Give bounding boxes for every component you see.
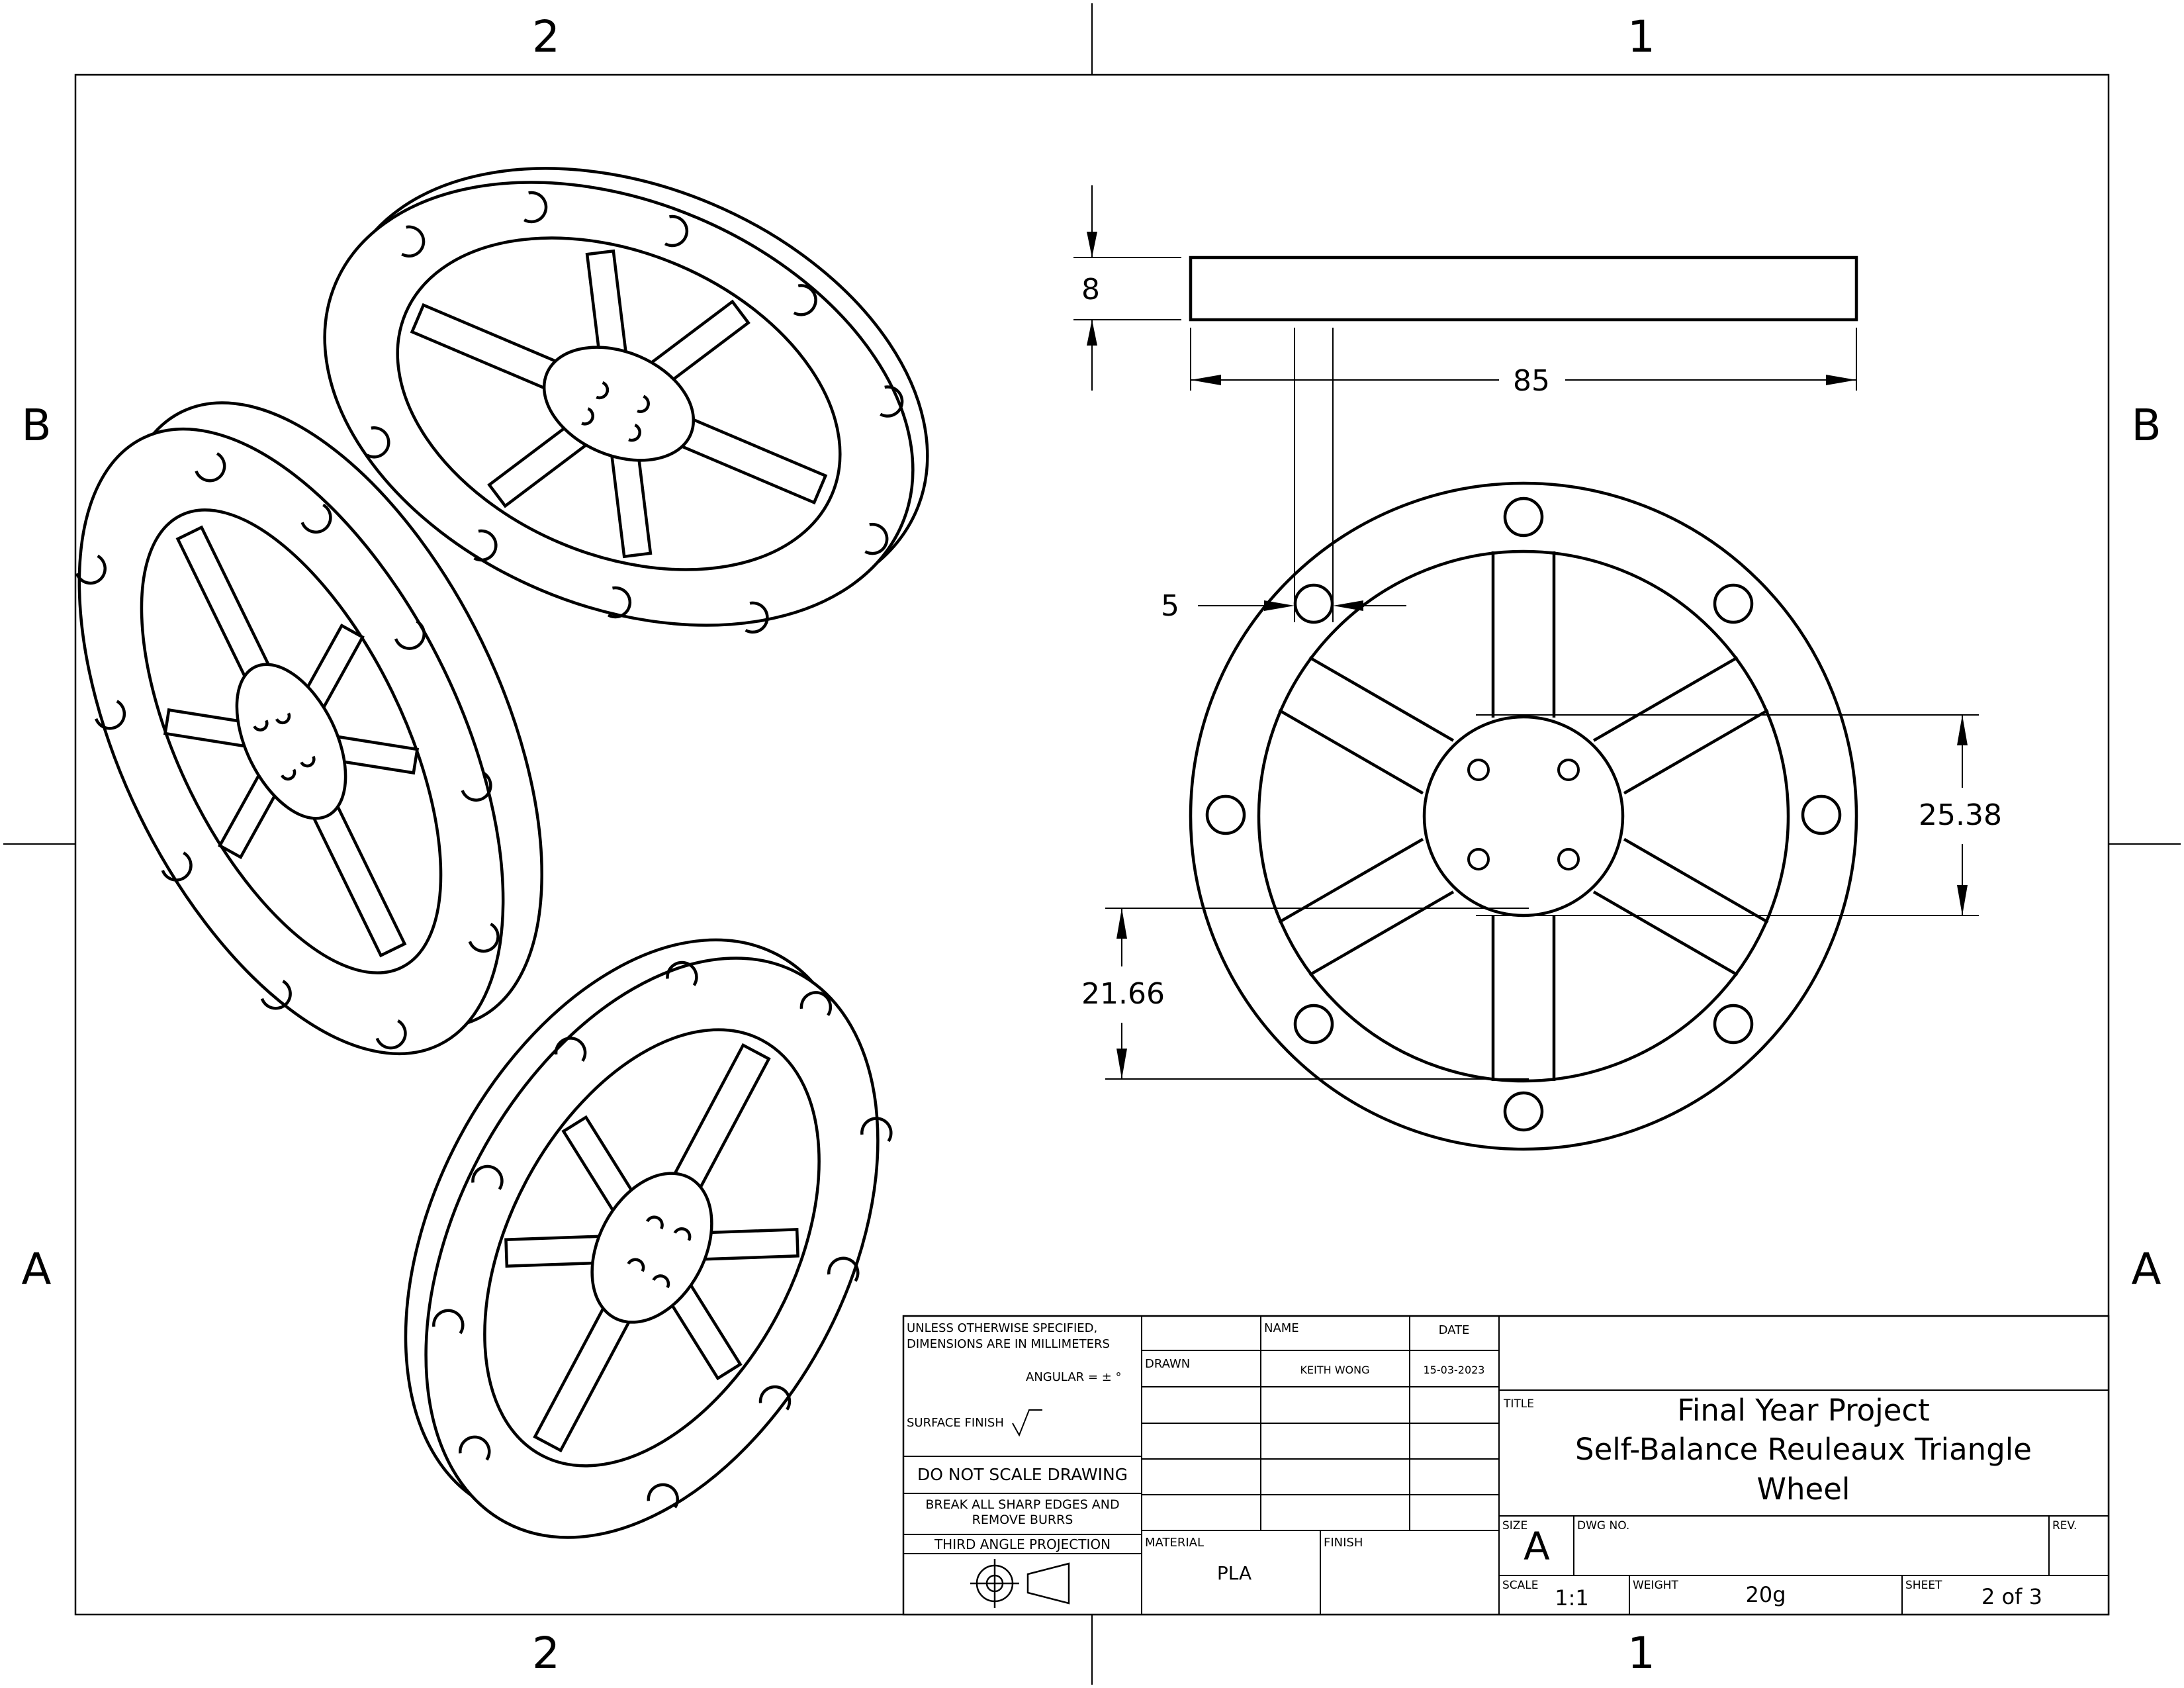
inner-rim	[1257, 549, 1790, 1083]
surface-finish-icon	[1012, 1409, 1042, 1437]
dim-lower-offset: 21.66	[1081, 977, 1165, 1011]
title-line1: Final Year Project	[1677, 1393, 1930, 1428]
weight-value: 20g	[1745, 1582, 1786, 1607]
drawn-by-name: KEITH WONG	[1300, 1364, 1370, 1376]
surface-finish-label: SURFACE FINISH	[907, 1416, 1004, 1430]
scale-label: SCALE	[1502, 1579, 1539, 1592]
front-view: 5 25.38 21.66	[1081, 481, 2002, 1151]
sheet-label: SHEET	[1905, 1579, 1942, 1592]
third-angle-projection-icon	[970, 1559, 1070, 1608]
zone-right-a: A	[2131, 1244, 2161, 1295]
general-note-line1: UNLESS OTHERWISE SPECIFIED,	[907, 1321, 1097, 1335]
zone-right-b: B	[2131, 400, 2161, 451]
isometric-view-left	[75, 401, 543, 1056]
drawn-date: 15-03-2023	[1424, 1364, 1485, 1376]
title-block: UNLESS OTHERWISE SPECIFIED, DIMENSIONS A…	[902, 1315, 2110, 1616]
isometric-view-bottom	[404, 938, 893, 1539]
scale-value: 1:1	[1555, 1585, 1589, 1611]
date-header: DATE	[1439, 1323, 1470, 1337]
name-header: NAME	[1264, 1321, 1299, 1335]
title-line3: Wheel	[1757, 1472, 1850, 1507]
material-value: PLA	[1217, 1562, 1251, 1584]
sheet-value: 2 of 3	[1981, 1584, 2042, 1609]
hub-bottom	[590, 1172, 713, 1324]
hub	[1422, 715, 1625, 917]
title-label: TITLE	[1503, 1397, 1534, 1411]
break-edges-line2: REMOVE BURRS	[972, 1513, 1073, 1527]
hub-left	[235, 663, 347, 820]
zone-top-1: 1	[1627, 11, 1655, 62]
hub-holes	[1467, 759, 1580, 870]
do-not-scale-note: DO NOT SCALE DRAWING	[917, 1465, 1128, 1484]
angular-tolerance: ANGULAR = ± °	[1026, 1370, 1122, 1384]
break-edges-line1: BREAK ALL SHARP EDGES AND	[925, 1497, 1119, 1512]
dim-upper-offset: 25.38	[1919, 798, 2002, 832]
outer-rim	[1189, 481, 1858, 1151]
dim-thickness: 8	[1081, 273, 1100, 306]
material-label: MATERIAL	[1145, 1536, 1204, 1550]
size-value: A	[1524, 1524, 1550, 1569]
title-line2: Self-Balance Reuleaux Triangle	[1575, 1432, 2032, 1467]
isometric-view-top	[323, 167, 929, 634]
bolt-holes	[1205, 496, 1842, 1132]
finish-label: FINISH	[1324, 1536, 1363, 1550]
weight-label: WEIGHT	[1633, 1579, 1679, 1592]
dwg-no-label: DWG NO.	[1577, 1519, 1629, 1532]
rev-label: REV.	[2052, 1519, 2077, 1532]
general-note-line2: DIMENSIONS ARE IN MILLIMETERS	[907, 1337, 1110, 1351]
zone-labels: 2 1 2 1 B A B A	[21, 11, 2161, 1679]
dim-diameter: 85	[1513, 364, 1550, 398]
drawn-label: DRAWN	[1145, 1357, 1190, 1371]
zone-left-a: A	[21, 1244, 51, 1295]
dim-bolt-hole: 5	[1161, 589, 1179, 623]
zone-top-2: 2	[532, 11, 560, 62]
zone-left-b: B	[21, 400, 51, 451]
projection-label: THIRD ANGLE PROJECTION	[934, 1536, 1111, 1552]
size-label: SIZE	[1502, 1519, 1527, 1532]
zone-bottom-2: 2	[532, 1628, 560, 1679]
hub-top	[542, 346, 696, 462]
zone-bottom-1: 1	[1627, 1628, 1655, 1679]
